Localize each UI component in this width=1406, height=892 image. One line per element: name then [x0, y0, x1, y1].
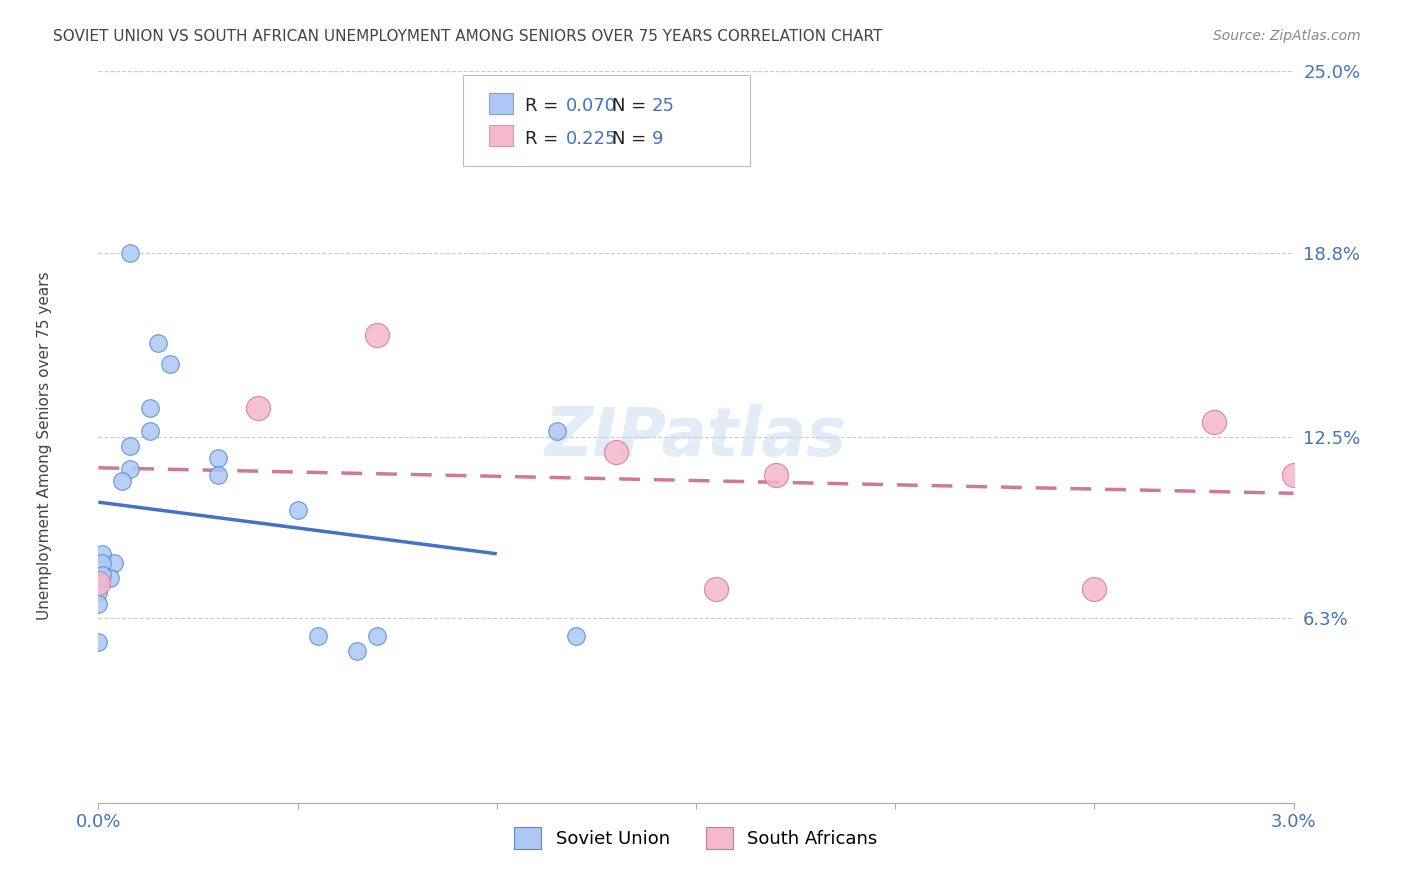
Point [120, 439, 142, 453]
Text: N =: N = [613, 97, 652, 115]
Point [546, 424, 568, 438]
Point [87, 576, 110, 591]
Bar [489, 126, 513, 146]
Text: R =: R = [524, 129, 569, 148]
Point [605, 444, 627, 458]
Text: SOVIET UNION VS SOUTH AFRICAN UNEMPLOYMENT AMONG SENIORS OVER 75 YEARS CORRELATI: SOVIET UNION VS SOUTH AFRICAN UNEMPLOYME… [53, 29, 883, 44]
Text: 0.070: 0.070 [565, 97, 617, 115]
Legend: Soviet Union, South Africans: Soviet Union, South Africans [508, 820, 884, 856]
Text: 9: 9 [652, 129, 664, 148]
Point [1083, 582, 1105, 597]
Point [159, 357, 181, 371]
Point [87, 635, 110, 649]
Point [1202, 416, 1225, 430]
FancyBboxPatch shape [463, 75, 749, 167]
Point [103, 556, 125, 570]
Point [366, 629, 388, 643]
Text: 0.225: 0.225 [565, 129, 617, 148]
Point [366, 327, 388, 342]
Point [704, 582, 727, 597]
Point [91, 556, 114, 570]
Point [207, 468, 229, 483]
Point [287, 503, 309, 517]
Text: 25: 25 [652, 97, 675, 115]
Text: Unemployment Among Seniors over 75 years: Unemployment Among Seniors over 75 years [38, 272, 52, 620]
Point [87, 597, 110, 611]
Point [139, 401, 162, 415]
Point [246, 401, 269, 415]
Point [111, 474, 134, 488]
Text: R =: R = [524, 97, 564, 115]
Point [1282, 468, 1305, 483]
Point [91, 547, 114, 561]
Point [120, 245, 142, 260]
Point [565, 629, 588, 643]
Point [120, 462, 142, 476]
Text: ZIPatlas: ZIPatlas [546, 404, 846, 470]
Point [346, 643, 368, 657]
Point [765, 468, 787, 483]
Point [87, 585, 110, 599]
Point [87, 576, 110, 591]
Text: Source: ZipAtlas.com: Source: ZipAtlas.com [1213, 29, 1361, 43]
Point [91, 567, 114, 582]
Text: N =: N = [613, 129, 658, 148]
Point [98, 570, 122, 584]
Point [207, 450, 229, 465]
Point [139, 424, 162, 438]
Point [307, 629, 329, 643]
Point [148, 336, 170, 351]
Bar [489, 94, 513, 114]
